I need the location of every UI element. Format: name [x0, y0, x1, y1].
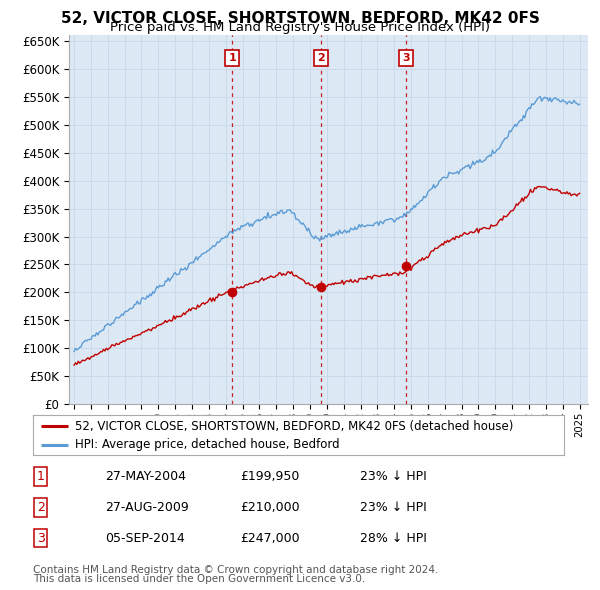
Text: 1: 1	[37, 470, 45, 483]
Text: 3: 3	[402, 53, 409, 63]
Text: £210,000: £210,000	[240, 501, 299, 514]
Text: HPI: Average price, detached house, Bedford: HPI: Average price, detached house, Bedf…	[76, 438, 340, 451]
Text: Price paid vs. HM Land Registry's House Price Index (HPI): Price paid vs. HM Land Registry's House …	[110, 21, 490, 34]
Text: 28% ↓ HPI: 28% ↓ HPI	[360, 532, 427, 545]
Text: 52, VICTOR CLOSE, SHORTSTOWN, BEDFORD, MK42 0FS: 52, VICTOR CLOSE, SHORTSTOWN, BEDFORD, M…	[61, 11, 539, 25]
Text: 23% ↓ HPI: 23% ↓ HPI	[360, 470, 427, 483]
Text: 2: 2	[317, 53, 325, 63]
Text: Contains HM Land Registry data © Crown copyright and database right 2024.: Contains HM Land Registry data © Crown c…	[33, 565, 439, 575]
Text: 27-AUG-2009: 27-AUG-2009	[105, 501, 189, 514]
Text: This data is licensed under the Open Government Licence v3.0.: This data is licensed under the Open Gov…	[33, 575, 365, 584]
Text: 2: 2	[37, 501, 45, 514]
Text: 27-MAY-2004: 27-MAY-2004	[105, 470, 186, 483]
Text: 1: 1	[229, 53, 236, 63]
Text: 3: 3	[37, 532, 45, 545]
Text: 05-SEP-2014: 05-SEP-2014	[105, 532, 185, 545]
Text: 23% ↓ HPI: 23% ↓ HPI	[360, 501, 427, 514]
Text: £199,950: £199,950	[240, 470, 299, 483]
Text: £247,000: £247,000	[240, 532, 299, 545]
Text: 52, VICTOR CLOSE, SHORTSTOWN, BEDFORD, MK42 0FS (detached house): 52, VICTOR CLOSE, SHORTSTOWN, BEDFORD, M…	[76, 419, 514, 432]
